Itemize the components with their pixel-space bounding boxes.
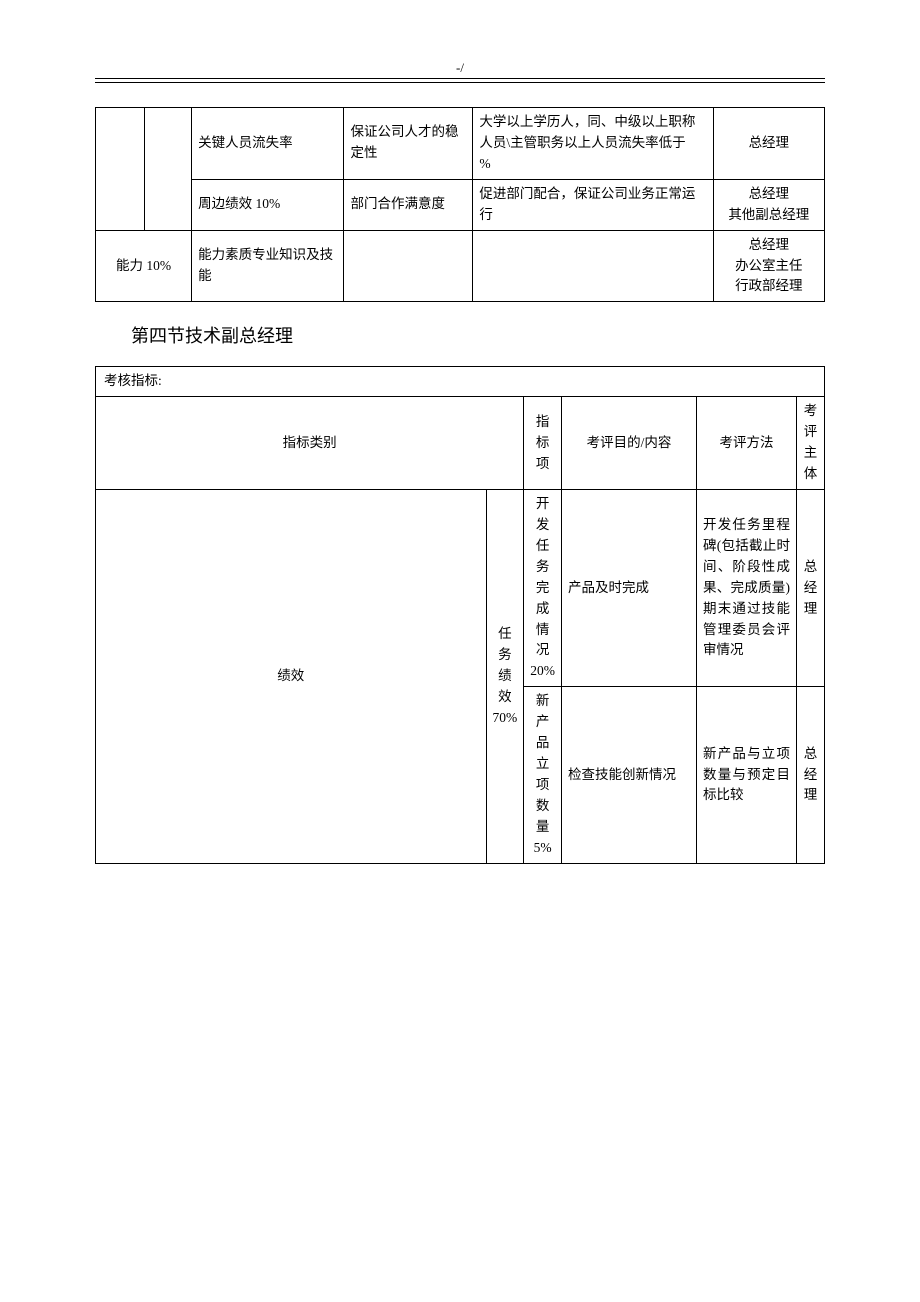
page-header: -/ [95,60,825,79]
cell: 总经理 [713,108,824,180]
cell: 总经理 [797,687,825,863]
cell: 关键人员流失率 [192,108,344,180]
cell [344,230,473,302]
table-row: 考核指标: [96,367,825,397]
col-header: 指标类别 [96,397,524,490]
col-header: 考评目的/内容 [562,397,697,490]
section-title: 第四节技术副总经理 [131,322,825,348]
cell: 总经理 其他副总经理 [713,179,824,230]
table-two: 考核指标: 指标类别 指标项 考评目的/内容 考评方法 考评主体 绩效 任务绩效… [95,366,825,863]
cell-subcat: 任务绩效70% [486,489,524,863]
cell-empty [96,108,145,231]
table-row: 能力 10% 能力素质专业知识及技能 总经理 办公室主任 行政部经理 [96,230,825,302]
cell: 总经理 办公室主任 行政部经理 [713,230,824,302]
cell: 开发任务里程碑(包括截止时间、阶段性成果、完成质量)期末通过技能管理委员会评审情… [697,489,797,686]
table-one: 关键人员流失率 保证公司人才的稳定性 大学以上学历人，同、中级以上职称人员\主管… [95,107,825,302]
cell: 大学以上学历人，同、中级以上职称人员\主管职务以上人员流失率低于 % [473,108,713,180]
table-row: 绩效 任务绩效70% 开发任务完成情况20% 产品及时完成 开发任务里程碑(包括… [96,489,825,686]
cell-category: 绩效 [96,489,487,863]
table-row: 周边绩效 10% 部门合作满意度 促进部门配合，保证公司业务正常运行 总经理 其… [96,179,825,230]
cell: 周边绩效 10% [192,179,344,230]
cell [473,230,713,302]
col-header: 指标项 [524,397,562,490]
cell: 能力素质专业知识及技能 [192,230,344,302]
table-row: 指标类别 指标项 考评目的/内容 考评方法 考评主体 [96,397,825,490]
cell: 检查技能创新情况 [562,687,697,863]
cell: 新产品立项数量 5% [524,687,562,863]
cell: 总经理 [797,489,825,686]
cell: 开发任务完成情况20% [524,489,562,686]
cell: 促进部门配合，保证公司业务正常运行 [473,179,713,230]
cell: 部门合作满意度 [344,179,473,230]
col-header: 考评主体 [797,397,825,490]
cell-empty [145,108,192,231]
table-row: 关键人员流失率 保证公司人才的稳定性 大学以上学历人，同、中级以上职称人员\主管… [96,108,825,180]
table-header-span: 考核指标: [96,367,825,397]
header-text: -/ [456,60,464,76]
col-header: 考评方法 [697,397,797,490]
cell: 新产品与立项数量与预定目标比较 [697,687,797,863]
cell: 产品及时完成 [562,489,697,686]
cell: 能力 10% [96,230,192,302]
cell: 保证公司人才的稳定性 [344,108,473,180]
